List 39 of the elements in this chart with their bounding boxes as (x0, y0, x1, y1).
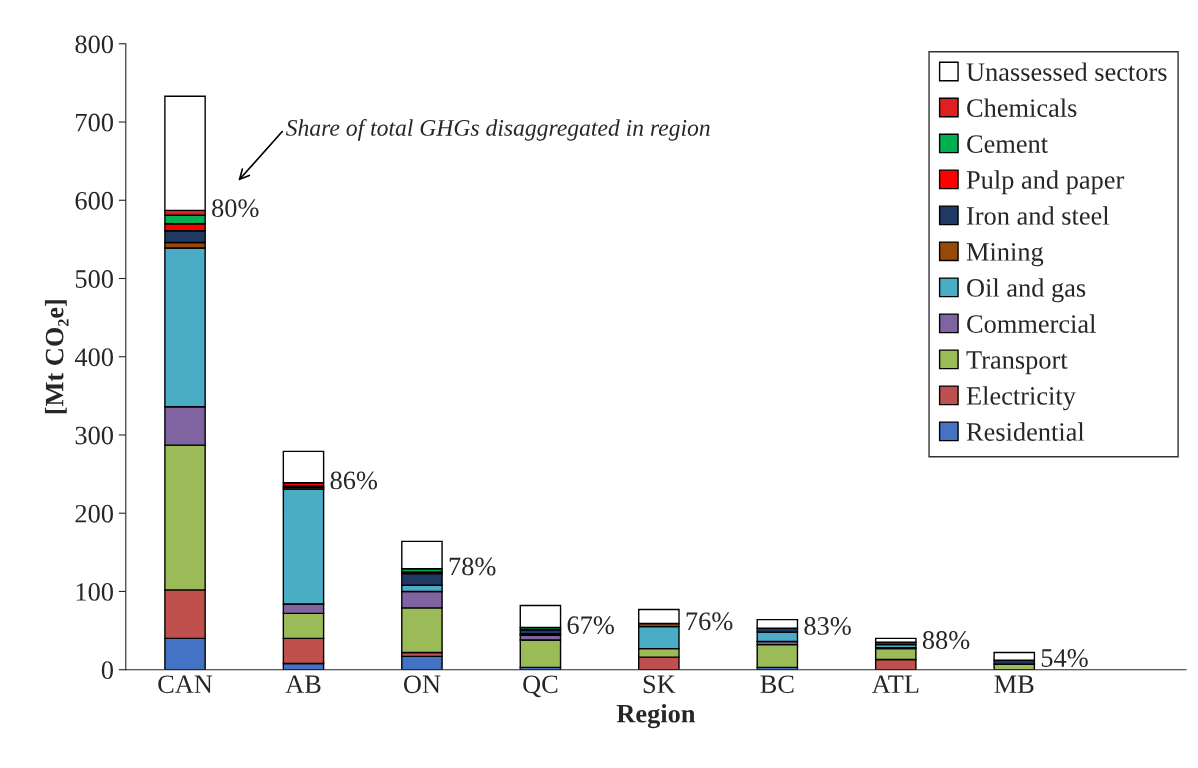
legend-label: Mining (966, 243, 1044, 267)
legend-label: Unassessed sectors (966, 62, 1167, 81)
legend-label: Electricity (966, 386, 1076, 411)
legend-label: Chemicals (967, 98, 1077, 117)
annotation: Share of total GHGs disaggregated in region (285, 119, 710, 141)
annotation: 88% (922, 631, 970, 649)
legend-label: Cement (967, 135, 1048, 153)
y-tick-label: 800 (75, 35, 113, 54)
x-tick-label: CAN (158, 675, 213, 694)
annotation: 67% (567, 616, 614, 635)
annotation: 83% (804, 617, 851, 635)
legend-label: Transport (966, 351, 1068, 375)
y-tick-label: 300 (75, 426, 113, 445)
legend-label: Oil and gas (967, 278, 1086, 303)
x-tick-label: SK (643, 675, 676, 694)
annotation: 54% (1041, 649, 1088, 667)
x-tick-label: BC (760, 675, 794, 694)
y-tick-label: 500 (75, 270, 113, 288)
y-axis-title: [Mt CO₂e] (44, 300, 69, 414)
annotation: 86% (330, 471, 378, 490)
y-tick-label: 200 (75, 504, 113, 523)
x-tick-label: QC (523, 675, 558, 698)
annotation: 76% (686, 612, 733, 631)
x-tick-label: AB (285, 675, 321, 693)
x-tick-label: ON (403, 675, 441, 694)
legend-label: Pulp and paper (966, 170, 1125, 195)
y-tick-label: 400 (74, 348, 113, 367)
legend-label: Commercial (967, 314, 1096, 333)
legend-label: Residential (966, 422, 1085, 441)
x-tick-label: ATL (871, 675, 919, 693)
x-axis-title: Region (616, 704, 696, 729)
x-tick-label: MB (994, 675, 1034, 693)
y-tick-label: 700 (76, 113, 113, 132)
y-tick-label: 600 (75, 191, 113, 210)
y-tick-label: 0 (101, 661, 113, 680)
y-tick-label: 100 (76, 583, 113, 601)
annotation: 78% (449, 557, 496, 576)
annotation: 80% (212, 199, 259, 218)
legend-label: Iron and steel (966, 206, 1110, 225)
